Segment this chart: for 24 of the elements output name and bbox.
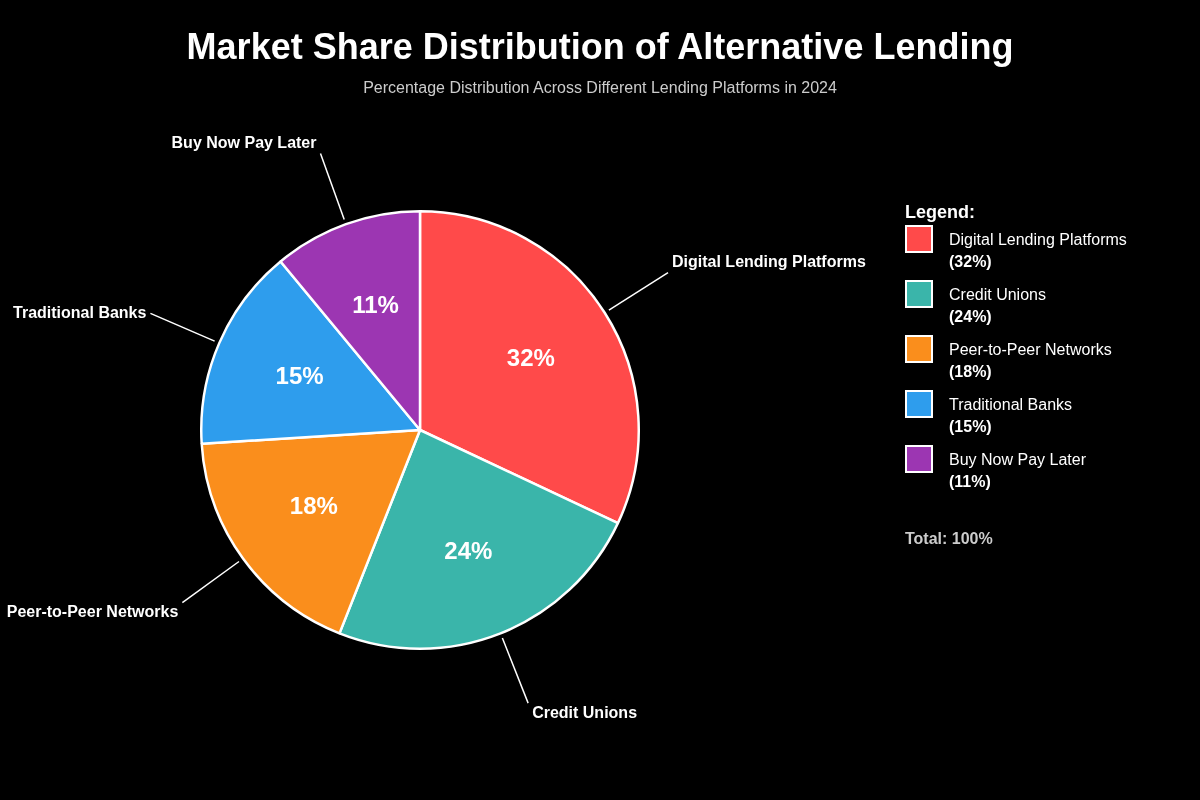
legend-label: Buy Now Pay Later: [949, 450, 1086, 470]
data-label: 32%: [506, 344, 555, 372]
slice-label: Traditional Banks: [13, 303, 147, 321]
slice-label: Buy Now Pay Later: [171, 134, 317, 152]
text: Total: 100%: [905, 530, 994, 548]
text: (18%): [949, 362, 993, 382]
data-label: 11%: [352, 291, 399, 319]
text: (11%): [949, 472, 992, 492]
legend-title: Legend:: [905, 202, 976, 223]
legend-label: Traditional Banks: [949, 395, 1073, 415]
text: (15%): [949, 417, 993, 437]
legend-label: Peer-to-Peer Networks: [949, 340, 1112, 360]
data-label: 24%: [444, 536, 493, 564]
legend-label: Digital Lending Platforms: [949, 230, 1127, 250]
slice-label: Credit Unions: [532, 703, 638, 721]
data-label: 18%: [289, 491, 338, 519]
text: (32%): [949, 252, 993, 272]
legend-label: Credit Unions: [949, 285, 1046, 305]
text: (24%): [949, 307, 993, 327]
data-label: 15%: [275, 362, 324, 390]
slice-label: Peer-to-Peer Networks: [6, 603, 179, 621]
chart-title: Market Share Distribution of Alternative Lending: [185, 26, 1015, 68]
chart-subtitle: Percentage Distribution Across Different Lending Platforms in 2024: [362, 79, 838, 97]
slice-label: Digital Lending Platforms: [672, 253, 866, 271]
